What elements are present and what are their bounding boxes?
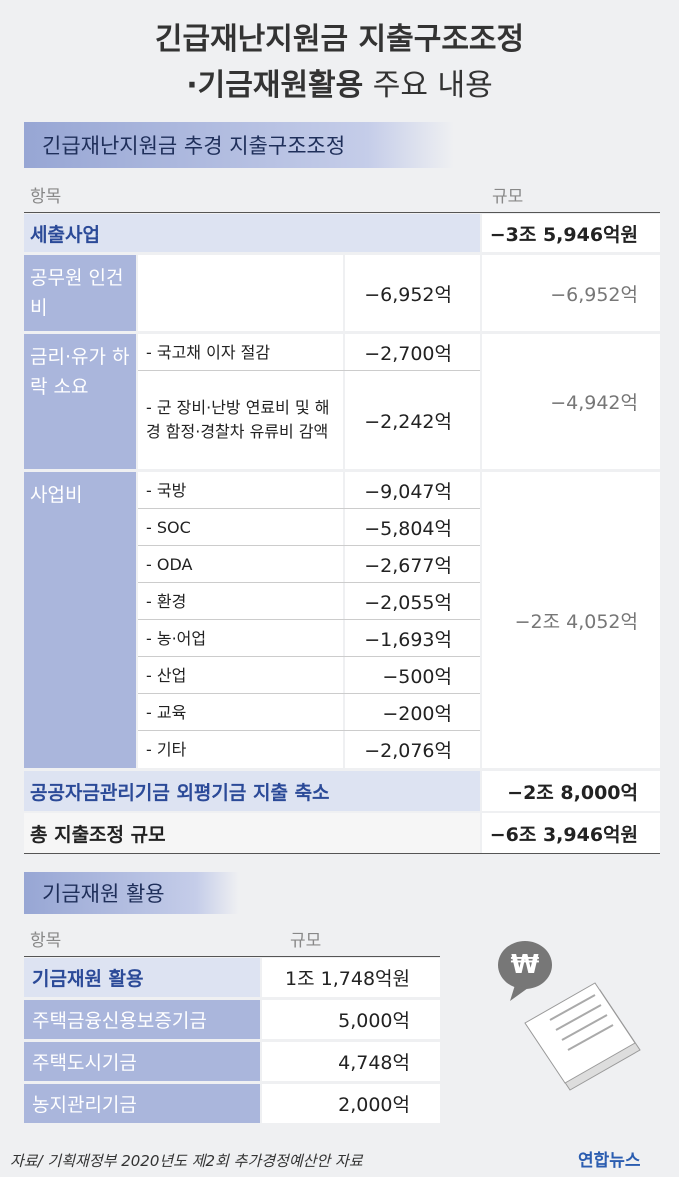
logo: 연합뉴스 <box>578 1151 641 1171</box>
row-label: 기금재원 활용 <box>24 958 260 997</box>
item-amount: −1,693억 <box>345 620 480 657</box>
item-amount: −2,055억 <box>345 583 480 620</box>
title-light: 주요 내용 <box>372 68 493 103</box>
row-label: 농지관리기금 <box>24 1084 260 1123</box>
total-label: 총 지출조정 규모 <box>24 813 480 853</box>
row-label: 공공자금관리기금 외평기금 지출 축소 <box>24 771 480 811</box>
item-label: - SOC <box>138 509 343 546</box>
item-amount: −2,700억 <box>345 334 480 371</box>
row-value: 1조 1,748억원 <box>262 958 440 997</box>
item-label: - ODA <box>138 546 343 583</box>
source: 자료/ 기획재정부 2020년도 제2회 추가경정예산안 자료 <box>10 1152 363 1170</box>
rule <box>24 956 440 957</box>
col-header: 항목 <box>30 186 62 207</box>
row-value: 5,000억 <box>262 1000 440 1039</box>
group-label: 금리·유가 하락 소요 <box>24 334 136 469</box>
col-header: 규모 <box>290 930 322 951</box>
row-value: −3조 5,946억원 <box>482 214 660 252</box>
item-label <box>138 255 343 331</box>
rule <box>24 853 660 854</box>
item-label: - 기타 <box>138 731 343 768</box>
group-subtotal: −4,942억 <box>482 334 660 469</box>
item-label: - 국방 <box>138 472 343 509</box>
document-icon: ₩ <box>498 941 641 1091</box>
rule <box>138 730 480 731</box>
section-header: 긴급재난지원금 추경 지출구조조정 <box>24 122 454 168</box>
item-label: - 군 장비·난방 연료비 및 해경 함정·경찰차 유류비 감액 <box>138 371 343 469</box>
item-amount: −500억 <box>345 657 480 694</box>
title-bold: ·기금재원활용 <box>186 68 364 103</box>
col-header: 항목 <box>30 930 62 951</box>
item-label: - 교육 <box>138 694 343 731</box>
item-amount: −2,677억 <box>345 546 480 583</box>
col-header: 규모 <box>492 186 524 207</box>
rule <box>138 545 480 546</box>
title-line2: ·기금재원활용 주요 내용 <box>0 60 679 104</box>
group-label: 사업비 <box>24 472 136 768</box>
row-value: 2,000억 <box>262 1084 440 1123</box>
rule <box>138 693 480 694</box>
row-label: 주택도시기금 <box>24 1042 260 1081</box>
rule <box>24 212 660 213</box>
group-subtotal: −6,952억 <box>482 255 660 331</box>
item-amount: −9,047억 <box>345 472 480 509</box>
item-label: - 환경 <box>138 583 343 620</box>
item-label: - 산업 <box>138 657 343 694</box>
group-subtotal: −2조 4,052억 <box>482 472 660 768</box>
row-value: −2조 8,000억 <box>482 771 660 811</box>
row-value: 4,748억 <box>262 1042 440 1081</box>
rule <box>138 370 480 371</box>
rule <box>138 656 480 657</box>
item-amount: −6,952억 <box>345 255 480 331</box>
rule <box>138 619 480 620</box>
row-label: 세출사업 <box>24 214 480 252</box>
total-value: −6조 3,946억원 <box>482 813 660 853</box>
item-label: - 국고채 이자 절감 <box>138 334 343 371</box>
item-label: - 농·어업 <box>138 620 343 657</box>
item-amount: −2,242억 <box>345 371 480 469</box>
title-line1: 긴급재난지원금 지출구조조정 <box>154 22 525 57</box>
item-amount: −200억 <box>345 694 480 731</box>
rule <box>138 582 480 583</box>
item-amount: −5,804억 <box>345 509 480 546</box>
svg-text:₩: ₩ <box>511 950 540 980</box>
group-label: 공무원 인건비 <box>24 255 136 331</box>
rule <box>138 508 480 509</box>
section-header: 기금재원 활용 <box>24 872 239 914</box>
item-amount: −2,076억 <box>345 731 480 768</box>
row-label: 주택금융신용보증기금 <box>24 1000 260 1039</box>
